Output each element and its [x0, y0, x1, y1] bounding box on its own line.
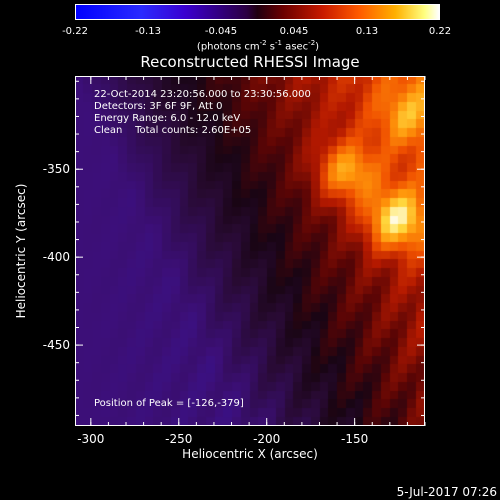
y-axis-label: Heliocentric Y (arcsec): [14, 183, 28, 319]
colorbar-tick-label: 0.045: [279, 26, 309, 37]
annotation-total-counts: Clean Total counts: 2.60E+05: [94, 125, 252, 136]
y-tick-label: -450: [42, 338, 70, 353]
annotation-peak-position: Position of Peak = [-126,-379]: [94, 398, 244, 409]
colorbar-tick-label: -0.045: [204, 26, 238, 37]
x-tick-label: -200: [253, 432, 281, 446]
x-tick-label: -150: [341, 432, 369, 446]
annotation-time-range: 22-Oct-2014 23:20:56.000 to 23:30:56.000: [94, 89, 311, 100]
y-tick-label: -400: [42, 250, 70, 265]
chart-title: Reconstructed RHESSI Image: [140, 53, 360, 71]
colorbar-tick-label: -0.13: [135, 26, 161, 37]
colorbar: [75, 4, 440, 20]
colorbar-tick-label: -0.22: [62, 26, 88, 37]
x-tick-label: -250: [165, 432, 193, 446]
annotation-detectors: Detectors: 3F 6F 9F, Att 0: [94, 101, 223, 112]
heatmap-image: [75, 76, 425, 426]
x-axis-label: Heliocentric X (arcsec): [182, 447, 318, 461]
annotation-energy-range: Energy Range: 6.0 - 12.0 keV: [94, 113, 241, 124]
colorbar-tick-label: 0.22: [428, 26, 452, 37]
x-tick-label: -300: [77, 432, 105, 446]
colorbar-tick-label: 0.13: [355, 26, 379, 37]
y-tick-label: -350: [42, 162, 70, 177]
date-stamp: 5-Jul-2017 07:26: [396, 485, 497, 499]
heatmap-plot-area: [75, 76, 425, 426]
colorbar-unit-label: (photons cm-2 s-1 asec-2): [196, 39, 320, 53]
